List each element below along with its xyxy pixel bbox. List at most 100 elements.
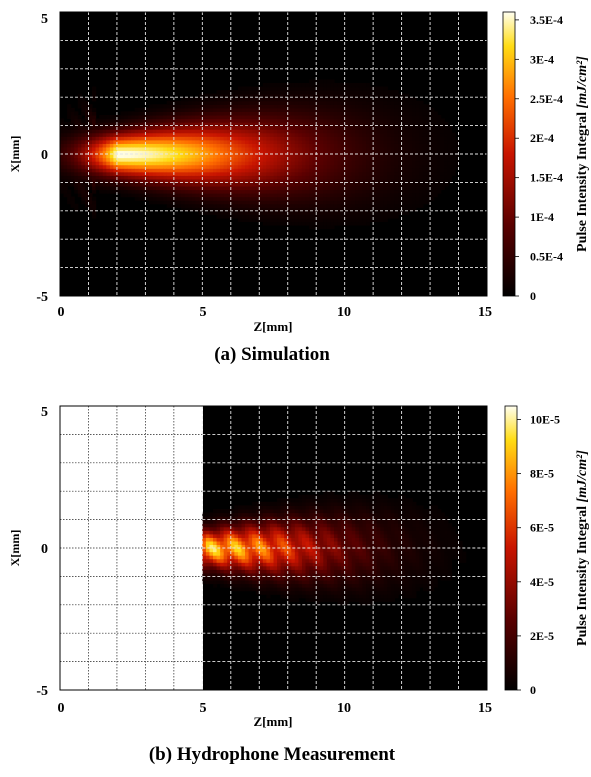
heatmap-cell [338,182,342,186]
heatmap-cell [345,218,349,222]
heatmap-cell [355,498,359,502]
heatmap-cell [138,147,142,151]
heatmap-cell [409,97,413,101]
heatmap-cell [302,90,306,94]
heatmap-cell [352,197,356,201]
heatmap-cell [384,211,388,215]
heatmap-cell [409,182,413,186]
heatmap-cell [81,154,85,158]
heatmap-cell [217,548,221,552]
heatmap-cell [306,104,310,108]
heatmap-cell [298,172,302,176]
heatmap-cell [327,211,331,215]
heatmap-cell [366,204,370,208]
heatmap-cell [437,186,441,190]
heatmap-cell [231,555,235,559]
heatmap-cell [320,193,324,197]
heatmap-cell [106,136,110,140]
heatmap-cell [96,133,100,137]
heatmap-cell [320,115,324,119]
heatmap-cell [263,502,267,506]
heatmap-cell [316,90,320,94]
heatmap-cell [217,119,221,123]
heatmap-cell [441,172,445,176]
heatmap-cell [384,200,388,204]
heatmap-cell [138,161,142,165]
heatmap-cell [384,115,388,119]
heatmap-cell [217,97,221,101]
heatmap-cell [124,168,128,172]
heatmap-cell [412,186,416,190]
heatmap-cell [249,200,253,204]
heatmap-cell [249,548,253,552]
heatmap-cell [323,90,327,94]
heatmap-cell [298,158,302,162]
heatmap-cell [88,197,92,201]
heatmap-cell [416,168,420,172]
heatmap-cell [281,154,285,158]
heatmap-cell [217,108,221,112]
heatmap-cell [213,115,217,119]
heatmap-cell [295,211,299,215]
heatmap-cell [277,530,281,534]
heatmap-cell [288,520,292,524]
heatmap-cell [302,115,306,119]
heatmap-cell [124,136,128,140]
heatmap-cell [323,537,327,541]
heatmap-cell [359,211,363,215]
heatmap-cell [206,119,210,123]
heatmap-cell [163,143,167,147]
heatmap-cell [277,190,281,194]
heatmap-cell [306,197,310,201]
heatmap-cell [174,111,178,115]
heatmap-cell [295,193,299,197]
heatmap-cell [295,161,299,165]
heatmap-cell [434,111,438,115]
heatmap-cell [238,211,242,215]
heatmap-cell [131,140,135,144]
heatmap-cell [380,168,384,172]
heatmap-cell [249,204,253,208]
heatmap-cell [309,580,313,584]
heatmap-cell [241,119,245,123]
heatmap-cell [213,576,217,580]
heatmap-cell [281,172,285,176]
heatmap-cell [266,193,270,197]
heatmap-cell [437,175,441,179]
heatmap-cell [288,197,292,201]
heatmap-cell [120,129,124,133]
heatmap-cell [373,136,377,140]
heatmap-cell [238,576,242,580]
heatmap-cell [295,569,299,573]
heatmap-cell [338,87,342,91]
heatmap-cell [274,502,278,506]
heatmap-cell [362,129,366,133]
heatmap-cell [295,537,299,541]
heatmap-cell [266,197,270,201]
heatmap-cell [419,158,423,162]
heatmap-cell [306,218,310,222]
heatmap-cell [380,108,384,112]
heatmap-cell [277,133,281,137]
heatmap-cell [220,580,224,584]
heatmap-cell [330,161,334,165]
heatmap-cell [334,591,338,595]
heatmap-cell [185,140,189,144]
heatmap-cell [338,90,342,94]
heatmap-cell [259,566,263,570]
heatmap-cell [174,204,178,208]
heatmap-cell [348,594,352,598]
heatmap-cell [330,502,334,506]
heatmap-cell [309,214,313,218]
heatmap-cell [156,172,160,176]
heatmap-cell [177,172,181,176]
heatmap-cell [295,143,299,147]
heatmap-cell [206,580,210,584]
heatmap-cell [377,147,381,151]
heatmap-cell [202,143,206,147]
heatmap-cell [174,197,178,201]
heatmap-cell [359,513,363,517]
heatmap-cell [345,126,349,130]
heatmap-cell [323,83,327,87]
heatmap-cell [362,143,366,147]
